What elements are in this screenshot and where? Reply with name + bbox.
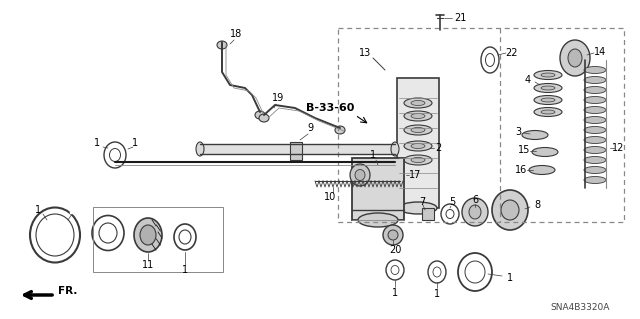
Ellipse shape bbox=[584, 167, 606, 174]
Ellipse shape bbox=[534, 95, 562, 105]
Ellipse shape bbox=[560, 40, 590, 76]
Ellipse shape bbox=[541, 73, 555, 77]
Text: 22: 22 bbox=[506, 48, 518, 58]
Ellipse shape bbox=[350, 164, 370, 186]
Ellipse shape bbox=[404, 155, 432, 165]
Text: 1: 1 bbox=[35, 205, 41, 215]
Ellipse shape bbox=[584, 107, 606, 114]
Ellipse shape bbox=[584, 127, 606, 133]
Ellipse shape bbox=[584, 97, 606, 103]
Ellipse shape bbox=[584, 157, 606, 164]
Text: 2: 2 bbox=[435, 143, 441, 153]
Ellipse shape bbox=[404, 125, 432, 135]
Ellipse shape bbox=[404, 111, 432, 121]
Ellipse shape bbox=[411, 158, 425, 162]
Text: 1: 1 bbox=[72, 205, 78, 215]
Text: 16: 16 bbox=[515, 165, 527, 175]
Ellipse shape bbox=[522, 130, 548, 139]
Text: 1: 1 bbox=[370, 150, 376, 160]
Ellipse shape bbox=[541, 98, 555, 102]
Text: 3: 3 bbox=[515, 127, 521, 137]
Text: 10: 10 bbox=[324, 192, 336, 202]
Text: 1: 1 bbox=[132, 138, 138, 148]
Ellipse shape bbox=[584, 86, 606, 93]
Text: 6: 6 bbox=[472, 195, 478, 205]
Ellipse shape bbox=[259, 114, 269, 122]
Ellipse shape bbox=[469, 205, 481, 219]
Ellipse shape bbox=[411, 114, 425, 118]
Text: 20: 20 bbox=[389, 245, 401, 255]
Ellipse shape bbox=[388, 230, 398, 240]
Bar bbox=[352, 158, 404, 220]
Text: SNA4B3320A: SNA4B3320A bbox=[550, 303, 610, 313]
Text: FR.: FR. bbox=[58, 286, 77, 296]
Ellipse shape bbox=[584, 176, 606, 183]
Text: 1: 1 bbox=[434, 289, 440, 299]
Text: 14: 14 bbox=[594, 47, 606, 57]
Ellipse shape bbox=[501, 200, 519, 220]
Ellipse shape bbox=[534, 70, 562, 79]
Ellipse shape bbox=[584, 137, 606, 144]
Ellipse shape bbox=[411, 128, 425, 132]
Text: 11: 11 bbox=[142, 260, 154, 270]
Ellipse shape bbox=[541, 86, 555, 90]
Text: 19: 19 bbox=[272, 93, 284, 103]
Bar bbox=[200, 144, 395, 154]
Text: 8: 8 bbox=[534, 200, 540, 210]
Text: 21: 21 bbox=[454, 13, 466, 23]
Text: 7: 7 bbox=[419, 197, 425, 207]
Ellipse shape bbox=[541, 110, 555, 114]
Ellipse shape bbox=[492, 190, 528, 230]
Ellipse shape bbox=[411, 144, 425, 149]
Ellipse shape bbox=[534, 108, 562, 116]
Ellipse shape bbox=[140, 225, 156, 245]
Ellipse shape bbox=[584, 116, 606, 123]
Ellipse shape bbox=[217, 41, 227, 49]
Ellipse shape bbox=[391, 142, 399, 156]
Ellipse shape bbox=[399, 202, 437, 214]
Ellipse shape bbox=[404, 141, 432, 151]
Ellipse shape bbox=[355, 169, 365, 181]
Text: 9: 9 bbox=[307, 123, 313, 133]
Ellipse shape bbox=[584, 146, 606, 153]
Ellipse shape bbox=[584, 77, 606, 84]
Ellipse shape bbox=[462, 198, 488, 226]
Ellipse shape bbox=[358, 213, 398, 227]
Bar bbox=[422, 208, 434, 220]
Ellipse shape bbox=[411, 100, 425, 106]
Text: 5: 5 bbox=[449, 197, 455, 207]
Text: 15: 15 bbox=[518, 145, 530, 155]
Bar bbox=[290, 142, 302, 160]
Ellipse shape bbox=[404, 98, 432, 108]
Text: 17: 17 bbox=[409, 170, 421, 180]
Ellipse shape bbox=[534, 84, 562, 93]
Ellipse shape bbox=[529, 166, 555, 174]
Text: 1: 1 bbox=[392, 288, 398, 298]
Ellipse shape bbox=[255, 111, 265, 119]
Text: 12: 12 bbox=[612, 143, 624, 153]
Ellipse shape bbox=[568, 49, 582, 67]
Ellipse shape bbox=[196, 142, 204, 156]
Ellipse shape bbox=[134, 218, 162, 252]
Text: 1: 1 bbox=[182, 265, 188, 275]
Text: 1: 1 bbox=[94, 138, 100, 148]
Text: 1: 1 bbox=[507, 273, 513, 283]
Text: 13: 13 bbox=[359, 48, 371, 58]
Text: B-33-60: B-33-60 bbox=[306, 103, 354, 113]
Ellipse shape bbox=[383, 225, 403, 245]
Ellipse shape bbox=[532, 147, 558, 157]
Polygon shape bbox=[397, 78, 439, 208]
Ellipse shape bbox=[584, 66, 606, 73]
Text: 18: 18 bbox=[230, 29, 242, 39]
Text: 4: 4 bbox=[525, 75, 531, 85]
Ellipse shape bbox=[335, 126, 345, 134]
Bar bbox=[93, 207, 223, 272]
